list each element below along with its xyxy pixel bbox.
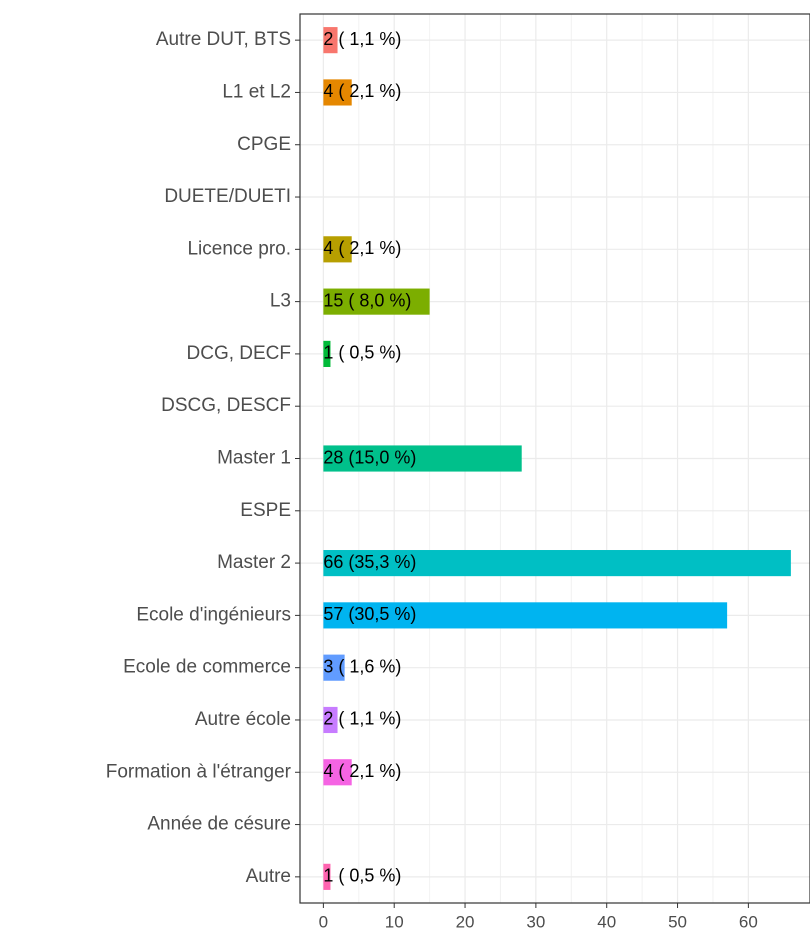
x-tick-label: 0 [319, 912, 328, 931]
y-tick-label: Autre DUT, BTS [156, 29, 291, 50]
bar [323, 654, 345, 681]
bar [323, 236, 352, 263]
y-tick-label: L1 et L2 [222, 81, 291, 102]
x-tick-label: 40 [597, 912, 616, 931]
y-tick-label: ESPE [240, 500, 291, 521]
y-tick-label: DUETE/DUETI [164, 186, 291, 207]
value-label: 15 ( 8,0 %) [323, 290, 411, 310]
value-label: 2 ( 1,1 %) [323, 29, 401, 49]
y-tick-label: DCG, DECF [187, 343, 292, 364]
x-tick-label: 60 [739, 912, 758, 931]
y-tick-label: Master 2 [217, 552, 291, 573]
bar [323, 706, 338, 734]
y-tick-label: Autre [246, 866, 291, 887]
value-label: 4 ( 2,1 %) [323, 81, 401, 101]
value-label: 66 (35,3 %) [323, 552, 416, 572]
bar [323, 288, 430, 315]
y-tick-label: L3 [270, 291, 291, 312]
y-tick-label: Licence pro. [187, 238, 291, 259]
y-tick-label: CPGE [237, 134, 291, 155]
bar [323, 27, 338, 54]
bar [323, 340, 331, 367]
x-tick-label: 10 [385, 912, 404, 931]
value-label: 4 ( 2,1 %) [323, 238, 401, 258]
bar [323, 79, 352, 106]
x-tick-label: 20 [456, 912, 475, 931]
value-label: 2 ( 1,1 %) [323, 709, 401, 729]
value-label: 57 (30,5 %) [323, 604, 416, 624]
bar [323, 602, 728, 629]
plot-border [299, 13, 810, 904]
x-tick-label: 50 [668, 912, 687, 931]
y-tick-label: Formation à l'étranger [106, 761, 292, 782]
y-tick-label: Ecole de commerce [123, 657, 291, 678]
y-tick-label: Master 1 [217, 448, 291, 469]
y-tick-label: DSCG, DESCF [161, 395, 291, 416]
y-tick-label: Année de césure [147, 814, 291, 835]
y-tick-label: Ecole d'ingénieurs [136, 604, 291, 625]
value-label: 4 ( 2,1 %) [323, 761, 401, 781]
value-label: 3 ( 1,6 %) [323, 656, 401, 676]
bar [323, 445, 522, 472]
bar [323, 863, 331, 890]
bar [323, 759, 352, 786]
y-tick-label: Autre école [195, 709, 291, 730]
bar [323, 550, 791, 577]
value-label: 28 (15,0 %) [323, 447, 416, 467]
x-tick-label: 30 [526, 912, 545, 931]
value-label: 1 ( 0,5 %) [323, 343, 401, 363]
value-label: 1 ( 0,5 %) [323, 866, 401, 886]
